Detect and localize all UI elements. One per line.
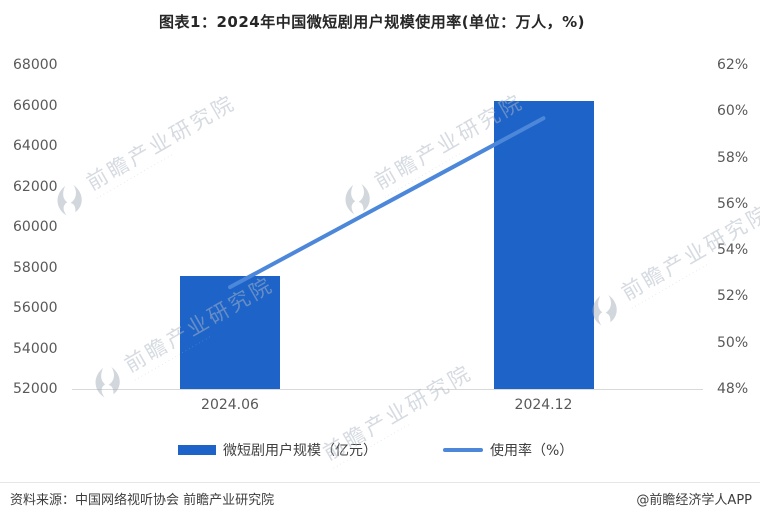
x-axis-label-2024.12: 2024.12 [514, 397, 573, 413]
x-axis-line [72, 389, 703, 390]
y-axis-tick-label: 66000 [13, 97, 58, 114]
bar-legend-swatch [178, 445, 216, 455]
legend-label: 微短剧用户规模（亿元） [223, 443, 377, 459]
y-axis-tick-label: 62000 [13, 178, 58, 195]
legend-label: 使用率（%） [490, 443, 574, 459]
y-axis-tick-label: 58000 [13, 259, 58, 276]
y-axis-tick-label: 60000 [13, 219, 58, 235]
secondary-y-axis-tick-label: 48% [717, 381, 749, 397]
secondary-y-axis-tick-label: 58% [717, 149, 749, 166]
secondary-y-axis-tick-label: 62% [717, 57, 749, 73]
y-axis-tick-label: 56000 [13, 300, 58, 316]
y-axis-tick-label: 52000 [13, 381, 58, 397]
source-note: 资料来源：中国网络视听协会 前瞻产业研究院 [10, 493, 275, 508]
secondary-y-axis-tick-label: 60% [717, 103, 749, 120]
secondary-y-axis-tick-label: 56% [717, 195, 749, 212]
chart-title: 图表1：2024年中国微短剧用户规模使用率(单位：万人，%) [159, 13, 585, 31]
secondary-y-axis-tick-label: 52% [717, 288, 749, 305]
x-axis-label-2024.06: 2024.06 [201, 397, 259, 413]
y-axis-tick-label: 68000 [13, 57, 58, 73]
credit-note: @前瞻经济学人APP [636, 493, 752, 508]
line-legend-swatch [443, 448, 483, 452]
legend-item-user-scale: 微短剧用户规模（亿元） [178, 440, 377, 460]
y-axis-tick-label: 54000 [13, 340, 58, 357]
legend-item-usage-rate: 使用率（%） [443, 440, 573, 460]
footer-divider [0, 482, 760, 483]
y-axis-tick-label: 64000 [13, 138, 58, 154]
secondary-y-axis-tick-label: 54% [717, 242, 749, 259]
secondary-y-axis-tick-label: 50% [717, 334, 749, 351]
bar-2024.12 [493, 101, 594, 389]
bar-2024.06 [180, 275, 280, 389]
